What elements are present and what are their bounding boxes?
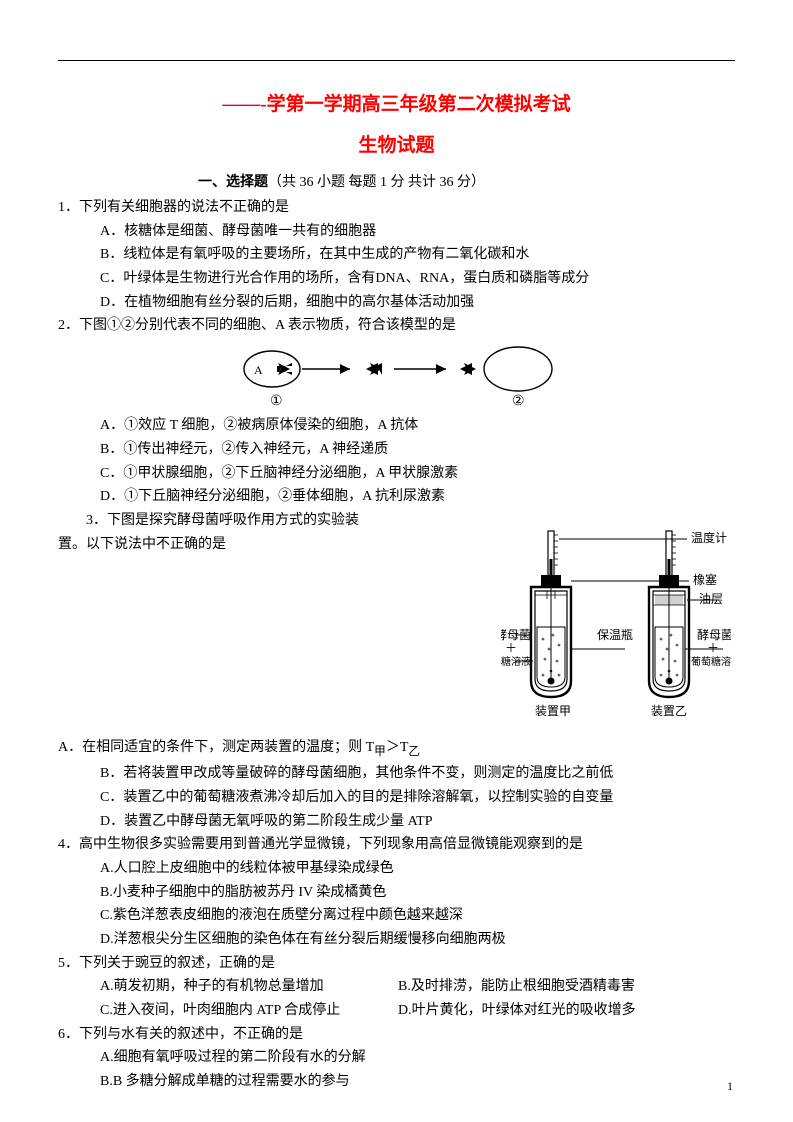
q2-label-2: ② [512, 394, 525, 409]
q1-option-a: A．核糖体是细菌、酵母菌唯一共有的细胞器 [58, 221, 735, 243]
exp-plus-l: ＋ [505, 641, 517, 655]
q3-stem-a: 3．下图是探究酵母菌呼吸作用方式的实验装 [86, 513, 359, 528]
exp-cork: 橡塞 [693, 572, 717, 587]
exp-plus-r: ＋ [707, 641, 719, 655]
section-header: 一、选择题（共 36 小题 每题 1 分 共计 36 分） [58, 171, 735, 191]
q6-option-a: A.细胞有氧呼吸过程的第二阶段有水的分解 [58, 1047, 735, 1069]
q6-stem: 6．下列与水有关的叙述中，不正确的是 [58, 1024, 735, 1046]
q3-a-gt: ＞T [386, 740, 409, 755]
section-label: 一、选择题 [198, 175, 268, 190]
top-rule [58, 60, 735, 61]
section-note: （共 36 小题 每题 1 分 共计 36 分） [268, 175, 485, 190]
q5-option-b: B.及时排涝，能防止根细胞受酒精毒害 [398, 976, 635, 998]
q3-option-c: C．装置乙中的葡萄糖液煮沸冷却后加入的目的是排除溶解氧，以控制实验的自变量 [58, 787, 735, 809]
exp-right-label: 装置乙 [651, 704, 687, 718]
exp-left-label: 装置甲 [535, 704, 571, 718]
q1-option-d: D．在植物细胞有丝分裂的后期，细胞中的高尔基体活动加强 [58, 292, 735, 314]
q2-diagram: A ① ② [58, 343, 735, 413]
q1-option-b: B．线粒体是有氧呼吸的主要场所，在其中生成的产物有二氧化碳和水 [58, 244, 735, 266]
q3-a-sub1: 甲 [374, 745, 386, 758]
q3-a-main: A．在相同适宜的条件下，测定两装置的温度；则 T [58, 740, 374, 755]
q4-option-a: A.人口腔上皮细胞中的线粒体被甲基绿染成绿色 [58, 858, 735, 880]
q2-stem: 2．下图①②分别代表不同的细胞、A 表示物质，符合该模型的是 [58, 315, 735, 337]
q2-option-a: A．①效应 T 细胞，②被病原体侵染的细胞，A 抗体 [58, 415, 735, 437]
q3-option-b: B．若将装置甲改成等量破碎的酵母菌细胞，其他条件不变，则测定的温度比之前低 [58, 763, 735, 785]
q6-option-b: B.B 多糖分解成单糖的过程需要水的参与 [58, 1071, 735, 1093]
q2-label-1: ① [270, 394, 283, 409]
exp-glucose-r: 葡萄糖溶液 [691, 655, 731, 668]
q2-option-d: D．①下丘脑神经分泌细胞，②垂体细胞，A 抗利尿激素 [58, 486, 735, 508]
q4-option-c: C.紫色洋葱表皮细胞的液泡在质壁分离过程中颜色越来越深 [58, 905, 735, 927]
q2-option-c: C．①甲状腺细胞，②下丘脑神经分泌细胞，A 甲状腺激素 [58, 463, 735, 485]
q3-option-d: D．装置乙中酵母菌无氧呼吸的第二阶段生成少量 ATP [58, 811, 735, 833]
exam-subtitle: 生物试题 [58, 130, 735, 157]
exp-insul: 保温瓶 [597, 628, 633, 642]
q3-option-a: A．在相同适宜的条件下，测定两装置的温度；则 T甲＞T乙 [58, 737, 735, 761]
q1-option-c: C．叶绿体是生物进行光合作用的场所，含有DNA、RNA，蛋白质和磷脂等成分 [58, 268, 735, 290]
exp-glucose-l: 葡萄糖溶液 [501, 655, 531, 668]
q3-experiment-diagram: 温度计 橡塞 油层 保温瓶 酵母菌 ＋ 葡萄糖溶液 酵母菌 ＋ 葡萄糖溶液 装置… [58, 557, 735, 737]
q4-option-d: D.洋葱根尖分生区细胞的染色体在有丝分裂后期缓慢移向细胞两极 [58, 929, 735, 951]
exp-yeast-r: 酵母菌 [697, 628, 731, 642]
q3-a-sub2: 乙 [408, 745, 420, 758]
exam-title: ——-学第一学期高三年级第二次模拟考试 [58, 89, 735, 116]
q1-stem: 1．下列有关细胞器的说法不正确的是 [58, 197, 735, 219]
q2-label-a: A [254, 363, 263, 377]
q2-option-b: B．①传出神经元，②传入神经元，A 神经递质 [58, 439, 735, 461]
exp-oil: 油层 [699, 592, 723, 606]
q5-option-d: D.叶片黄化，叶绿体对红光的吸收增多 [398, 1000, 636, 1022]
q4-stem: 4．高中生物很多实验需要用到普通光学显微镜，下列现象用高倍显微镜能观察到的是 [58, 834, 735, 856]
q5-option-a: A.萌发初期，种子的有机物总量增加 [58, 976, 398, 998]
q4-option-b: B.小麦种子细胞中的脂肪被苏丹 IV 染成橘黄色 [58, 882, 735, 904]
q5-stem: 5．下列关于豌豆的叙述，正确的是 [58, 953, 735, 975]
q5-option-c: C.进入夜间，叶肉细胞内 ATP 合成停止 [58, 1000, 398, 1022]
exp-thermo: 温度计 [691, 530, 727, 545]
page-number: 1 [727, 1079, 733, 1094]
